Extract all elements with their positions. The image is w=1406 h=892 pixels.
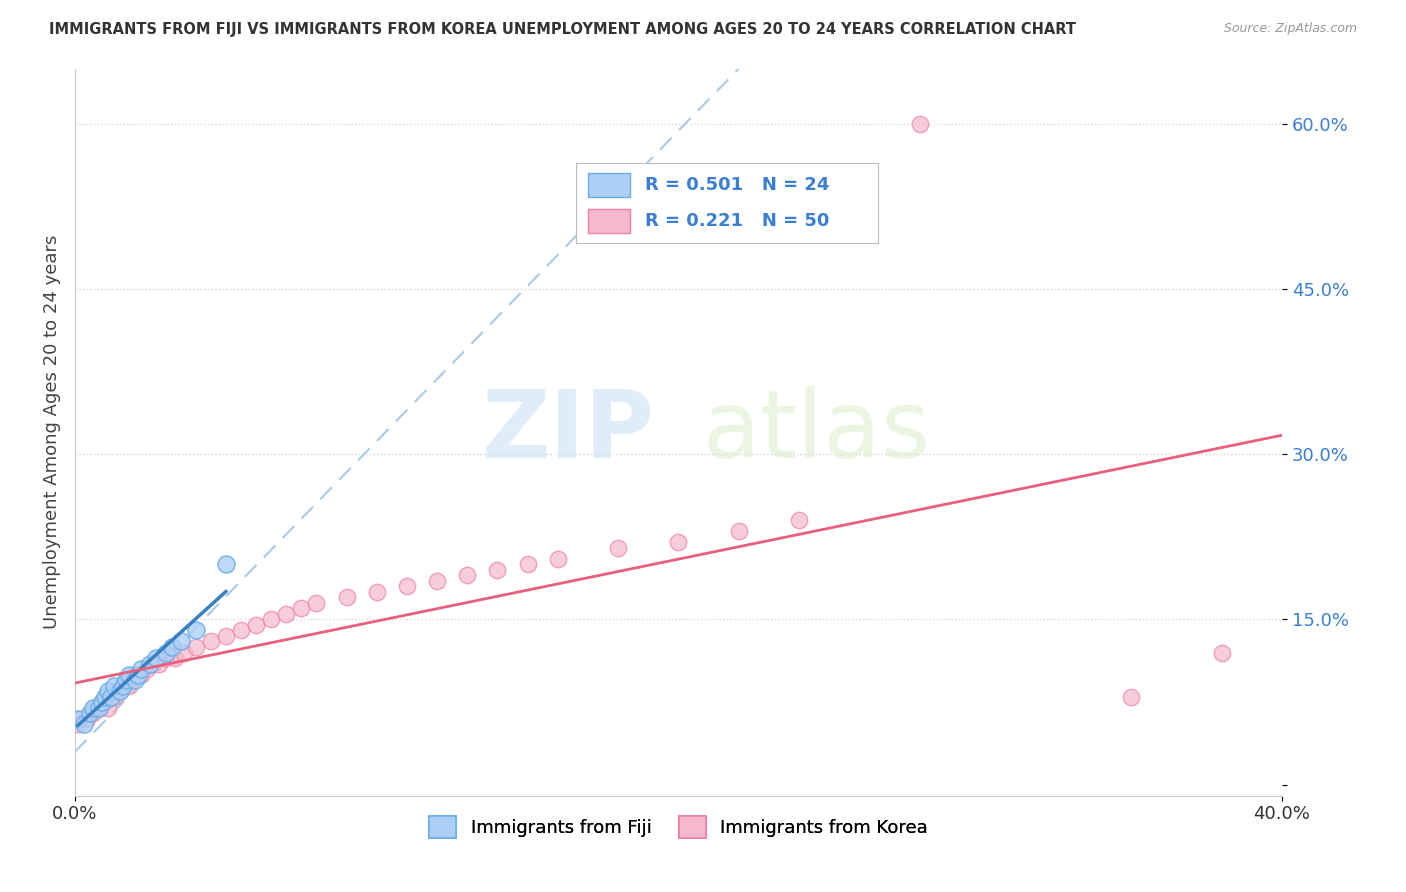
Point	[229, 624, 252, 638]
Point	[84, 700, 107, 714]
Point	[103, 690, 125, 704]
Point	[486, 563, 509, 577]
Text: ZIP: ZIP	[481, 386, 654, 478]
Point	[97, 700, 120, 714]
Point	[215, 558, 238, 572]
Point	[115, 673, 138, 687]
Point	[245, 618, 267, 632]
Point	[79, 706, 101, 720]
Point	[70, 712, 93, 726]
Point	[131, 667, 153, 681]
Point	[105, 684, 128, 698]
Point	[200, 634, 222, 648]
Point	[155, 651, 177, 665]
Point	[66, 712, 89, 726]
Point	[142, 657, 165, 671]
Point	[290, 601, 312, 615]
Point	[607, 541, 630, 555]
Point	[91, 695, 114, 709]
Text: IMMIGRANTS FROM FIJI VS IMMIGRANTS FROM KOREA UNEMPLOYMENT AMONG AGES 20 TO 24 Y: IMMIGRANTS FROM FIJI VS IMMIGRANTS FROM …	[49, 22, 1076, 37]
Point	[110, 684, 132, 698]
Point	[103, 679, 125, 693]
Point	[131, 662, 153, 676]
Y-axis label: Unemployment Among Ages 20 to 24 years: Unemployment Among Ages 20 to 24 years	[44, 235, 60, 630]
Point	[100, 690, 122, 704]
Point	[668, 535, 690, 549]
Text: Source: ZipAtlas.com: Source: ZipAtlas.com	[1223, 22, 1357, 36]
Point	[112, 679, 135, 693]
Point	[516, 558, 538, 572]
Point	[456, 568, 478, 582]
Point	[1211, 646, 1233, 660]
Point	[124, 667, 146, 681]
Point	[66, 717, 89, 731]
Point	[155, 646, 177, 660]
Point	[787, 513, 810, 527]
Point	[160, 640, 183, 654]
Point	[127, 667, 149, 681]
Point	[145, 651, 167, 665]
Point	[94, 690, 117, 704]
Point	[366, 585, 388, 599]
Point	[118, 667, 141, 681]
Point	[121, 673, 143, 687]
Point	[112, 679, 135, 693]
Point	[79, 706, 101, 720]
Point	[115, 673, 138, 687]
Point	[173, 646, 195, 660]
Point	[82, 700, 104, 714]
Point	[139, 657, 162, 671]
Text: atlas: atlas	[703, 386, 931, 478]
Point	[82, 706, 104, 720]
Point	[118, 679, 141, 693]
Point	[184, 624, 207, 638]
Point	[184, 640, 207, 654]
Point	[335, 591, 357, 605]
Point	[97, 684, 120, 698]
Point	[136, 662, 159, 676]
Point	[76, 712, 98, 726]
Point	[727, 524, 749, 539]
Point	[163, 651, 186, 665]
Legend: Immigrants from Fiji, Immigrants from Korea: Immigrants from Fiji, Immigrants from Ko…	[429, 815, 928, 838]
Point	[169, 634, 191, 648]
Point	[94, 695, 117, 709]
Point	[124, 673, 146, 687]
Point	[395, 579, 418, 593]
Point	[91, 695, 114, 709]
Point	[73, 717, 96, 731]
Point	[305, 596, 328, 610]
Point	[276, 607, 298, 621]
Point	[426, 574, 449, 588]
Point	[89, 700, 111, 714]
Point	[1119, 690, 1142, 704]
Point	[215, 629, 238, 643]
Point	[148, 657, 170, 671]
Point	[908, 117, 931, 131]
Point	[110, 684, 132, 698]
Point	[100, 690, 122, 704]
Point	[547, 552, 569, 566]
Point	[89, 700, 111, 714]
Point	[260, 612, 283, 626]
